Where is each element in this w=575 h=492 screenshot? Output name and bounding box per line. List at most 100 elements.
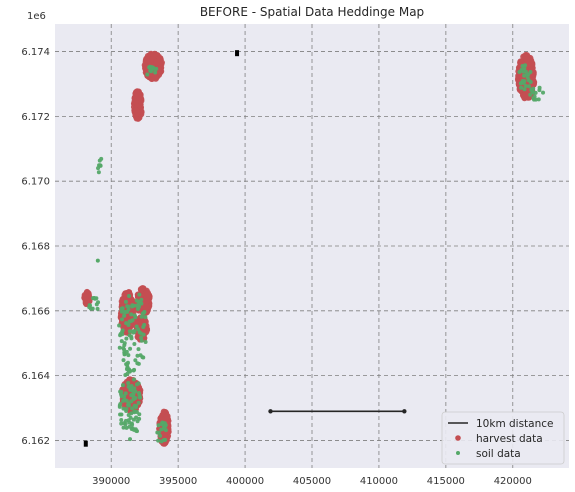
soil-data-point: [119, 339, 124, 344]
soil-data-point: [519, 80, 524, 85]
soil-data-point: [127, 333, 132, 338]
soil-data-point: [163, 423, 168, 428]
soil-data-point: [95, 258, 100, 263]
soil-data-point: [131, 394, 136, 399]
soil-data-point: [136, 381, 141, 386]
soil-data-point: [536, 97, 541, 102]
harvest-data-point: [132, 98, 139, 105]
soil-data-point: [528, 92, 533, 97]
soil-data-point: [128, 437, 133, 442]
x-tick-label: 395000: [159, 476, 197, 487]
soil-data-point: [117, 345, 122, 350]
soil-data-point: [517, 69, 522, 74]
soil-data-point: [139, 338, 144, 343]
x-tick-label: 415000: [427, 476, 465, 487]
soil-data-point: [124, 336, 129, 341]
soil-data-point: [154, 66, 159, 71]
soil-data-point: [522, 79, 527, 84]
soil-data-point: [160, 420, 165, 425]
harvest-data-point: [144, 291, 151, 298]
soil-data-point: [142, 322, 147, 327]
x-tick-label: 405000: [293, 476, 331, 487]
soil-data-point: [130, 422, 135, 427]
soil-data-point: [120, 383, 125, 388]
soil-data-point: [141, 310, 146, 315]
y-tick-label: 6.172: [21, 112, 50, 123]
harvest-data-point: [82, 293, 89, 300]
soil-data-point: [130, 406, 135, 411]
soil-data-point: [124, 398, 129, 403]
harvest-data-point: [153, 58, 161, 66]
y-offset-label: 1e6: [27, 11, 46, 22]
soil-data-point: [117, 323, 122, 328]
soil-data-point: [119, 394, 124, 399]
soil-data-point: [87, 303, 92, 308]
soil-data-point: [519, 85, 524, 90]
harvest-data-point: [164, 412, 171, 420]
soil-data-point: [118, 389, 123, 394]
soil-data-point: [126, 413, 131, 418]
soil-data-point: [136, 390, 141, 395]
soil-data-point: [123, 299, 128, 304]
y-tick-label: 6.174: [21, 47, 50, 58]
soil-data-point: [124, 425, 129, 430]
y-tick-label: 6.166: [21, 306, 50, 317]
soil-data-point: [124, 321, 129, 326]
soil-data-point: [95, 306, 100, 311]
harvest-data-point: [137, 319, 144, 326]
data-layer: [81, 50, 546, 447]
soil-data-point: [134, 324, 139, 329]
y-tick-label: 6.168: [21, 242, 50, 253]
soil-data-point: [124, 349, 129, 354]
soil-data-point: [520, 64, 525, 69]
soil-data-point: [139, 314, 144, 319]
x-tick-label: 390000: [92, 476, 130, 487]
x-tick-label: 410000: [360, 476, 398, 487]
soil-data-point: [96, 170, 101, 175]
soil-data-point: [123, 422, 128, 427]
distance-line-endpoint: [268, 409, 273, 414]
soil-data-point: [532, 94, 537, 99]
harvest-data-point: [142, 303, 150, 311]
harvest-data-point: [137, 286, 145, 293]
soil-data-point: [119, 317, 124, 322]
soil-data-point: [125, 360, 130, 365]
soil-data-point: [133, 358, 138, 363]
soil-data-point: [126, 418, 131, 423]
soil-data-point: [141, 332, 146, 337]
soil-data-point: [153, 70, 158, 75]
soil-data-point: [138, 353, 143, 358]
y-tick-label: 6.162: [21, 436, 50, 447]
distance-line-endpoint: [402, 409, 407, 414]
legend-label: 10km distance: [476, 418, 554, 430]
corner-marker: [235, 50, 240, 57]
soil-data-point: [129, 319, 134, 324]
soil-data-point: [138, 299, 143, 304]
x-tick-label: 420000: [494, 476, 532, 487]
soil-data-point: [533, 97, 538, 102]
soil-data-point: [119, 421, 124, 426]
soil-data-point: [136, 361, 141, 366]
soil-data-point: [156, 438, 161, 443]
soil-data-point: [131, 377, 136, 382]
soil-data-point: [522, 87, 527, 92]
soil-data-point: [129, 312, 134, 317]
soil-data-point: [522, 73, 527, 78]
soil-data-point: [137, 395, 142, 400]
soil-data-point: [135, 306, 140, 311]
soil-data-point: [90, 306, 95, 311]
soil-data-point: [126, 403, 131, 408]
harvest-data-point: [132, 107, 140, 114]
soil-data-point: [147, 65, 152, 70]
soil-data-point: [158, 433, 163, 438]
harvest-data-point: [134, 90, 141, 97]
soil-data-point: [126, 304, 131, 309]
soil-data-point: [120, 332, 125, 337]
soil-data-point: [130, 388, 135, 393]
harvest-data-point: [143, 56, 150, 64]
soil-data-point: [94, 302, 99, 307]
soil-data-point: [121, 346, 126, 351]
soil-data-point: [127, 369, 132, 374]
soil-data-point: [126, 353, 131, 358]
